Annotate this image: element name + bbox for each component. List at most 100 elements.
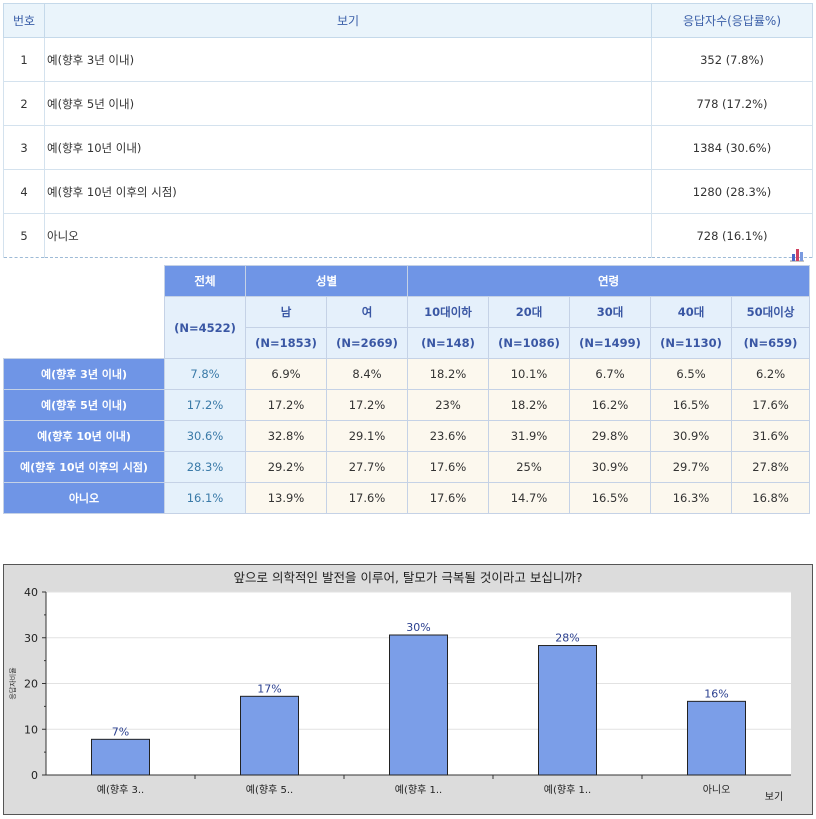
bar-data-label: 16%: [704, 687, 728, 700]
y-tick-label: 20: [24, 678, 38, 691]
row-cell: 6.2%: [731, 358, 811, 390]
y-axis-label: 응답자비율: [8, 667, 17, 700]
row-cell: 16.5%: [650, 389, 733, 421]
row-option: 예(향후 3년 이내): [44, 37, 652, 82]
row-cell: 13.9%: [245, 482, 327, 514]
row-option: 예(향후 10년 이후의 시점): [44, 169, 652, 214]
bar: [91, 738, 150, 776]
table-row: 2 예(향후 5년 이내) 778 (17.2%): [3, 81, 813, 126]
row-label: 아니오: [3, 482, 165, 514]
row-label: 예(향후 3년 이내): [3, 358, 165, 390]
chart-canvas: 앞으로 의학적인 발전을 이루어, 탈모가 극복될 것이라고 보십니까? 0 10 2…: [8, 570, 791, 803]
table-row: 5 아니오 728 (16.1%): [3, 213, 813, 258]
table-row: 예(향후 5년 이내) 17.2% 17.2% 17.2% 23% 18.2% 16.2% 1…: [3, 389, 811, 421]
row-count: 1384 (30.6%): [651, 125, 813, 170]
y-tick-label: 0: [31, 769, 38, 782]
row-cell: 16.8%: [731, 482, 811, 514]
row-cell: 29.8%: [569, 420, 652, 452]
x-tick-label: 아니오: [703, 784, 731, 796]
x-tick-label: 예(향후 5..: [246, 784, 293, 796]
row-cell: 18.2%: [407, 358, 490, 390]
corner-blank: [3, 265, 165, 359]
bar-data-label: 17%: [257, 682, 281, 695]
row-total: 16.1%: [164, 482, 246, 514]
row-number: 2: [3, 81, 45, 126]
row-label: 예(향후 10년 이후의 시점): [3, 451, 165, 483]
header-count: 응답자수(응답률%): [651, 3, 813, 38]
x-tick-label: 예(향후 3..: [97, 784, 144, 796]
age-40s-n: (N=1130): [650, 327, 733, 359]
crosstab-table: 전체 성별 연령 (N=4522) 남 여 10대이하 20대 30대 40대 …: [3, 265, 811, 514]
row-cell: 6.9%: [245, 358, 327, 390]
row-total: 28.3%: [164, 451, 246, 483]
header-female: 여: [325, 296, 409, 328]
row-cell: 16.2%: [569, 389, 652, 421]
header-age-40s: 40대: [650, 296, 733, 328]
row-cell: 17.6%: [325, 482, 409, 514]
header-option: 보기: [44, 3, 652, 38]
chart-title: 앞으로 의학적인 발전을 이루어, 탈모가 극복될 것이라고 보십니까?: [234, 570, 583, 585]
header-age-20s: 20대: [488, 296, 571, 328]
row-cell: 17.6%: [731, 389, 811, 421]
header-age-50s: 50대이상: [731, 296, 811, 328]
row-option: 예(향후 10년 이내): [44, 125, 652, 170]
x-tick-label: 예(향후 1..: [395, 784, 442, 796]
row-cell: 16.5%: [569, 482, 652, 514]
header-age: 연령: [407, 265, 811, 297]
header-age-10s: 10대이하: [407, 296, 490, 328]
header-number: 번호: [3, 3, 45, 38]
bar-data-label: 7%: [112, 725, 129, 738]
row-cell: 18.2%: [488, 389, 571, 421]
row-cell: 29.1%: [325, 420, 409, 452]
row-label: 예(향후 5년 이내): [3, 389, 165, 421]
header-total: 전체: [164, 265, 246, 297]
row-cell: 27.7%: [325, 451, 409, 483]
table-row: 예(향후 10년 이후의 시점) 28.3% 29.2% 27.7% 17.6% 25% 3…: [3, 451, 811, 483]
age-20s-n: (N=1086): [488, 327, 571, 359]
age-30s-n: (N=1499): [569, 327, 652, 359]
total-n: (N=4522): [164, 296, 246, 359]
row-cell: 8.4%: [325, 358, 409, 390]
age-10s-n: (N=148): [407, 327, 490, 359]
bar-data-label: 30%: [406, 621, 430, 634]
row-cell: 23.6%: [407, 420, 490, 452]
row-count: 778 (17.2%): [651, 81, 813, 126]
x-axis-label: 보기: [765, 791, 783, 803]
row-count: 352 (7.8%): [651, 37, 813, 82]
male-n: (N=1853): [245, 327, 327, 359]
table-row: 예(향후 3년 이내) 7.8% 6.9% 8.4% 18.2% 10.1% 6.7% 6.5…: [3, 358, 811, 390]
bar-chart: 앞으로 의학적인 발전을 이루어, 탈모가 극복될 것이라고 보십니까? 0 10 2…: [3, 564, 813, 815]
row-label: 예(향후 10년 이내): [3, 420, 165, 452]
bar: [538, 645, 597, 776]
row-cell: 29.7%: [650, 451, 733, 483]
response-table-header: 번호 보기 응답자수(응답률%): [3, 3, 813, 38]
row-total: 30.6%: [164, 420, 246, 452]
y-tick-label: 40: [24, 586, 38, 599]
row-cell: 31.6%: [731, 420, 811, 452]
row-number: 3: [3, 125, 45, 170]
row-cell: 30.9%: [650, 420, 733, 452]
bar: [389, 634, 448, 776]
table-row: 4 예(향후 10년 이후의 시점) 1280 (28.3%): [3, 169, 813, 214]
table-row: 예(향후 10년 이내) 30.6% 32.8% 29.1% 23.6% 31.9% 29.…: [3, 420, 811, 452]
table-row: 아니오 16.1% 13.9% 17.6% 17.6% 14.7% 16.5% 16.3% 16…: [3, 482, 811, 514]
bar-chart-icon[interactable]: [789, 246, 805, 262]
bar-data-label: 28%: [555, 632, 579, 645]
row-cell: 14.7%: [488, 482, 571, 514]
row-cell: 6.5%: [650, 358, 733, 390]
x-tick-label: 예(향후 1..: [544, 784, 591, 796]
female-n: (N=2669): [325, 327, 409, 359]
y-tick-label: 10: [24, 723, 38, 736]
row-number: 1: [3, 37, 45, 82]
row-number: 4: [3, 169, 45, 214]
row-cell: 30.9%: [569, 451, 652, 483]
header-male: 남: [245, 296, 327, 328]
row-cell: 16.3%: [650, 482, 733, 514]
y-tick-label: 30: [24, 632, 38, 645]
row-total: 17.2%: [164, 389, 246, 421]
table-row: 1 예(향후 3년 이내) 352 (7.8%): [3, 37, 813, 82]
header-gender: 성별: [244, 265, 409, 297]
row-option: 예(향후 5년 이내): [44, 81, 652, 126]
row-cell: 23%: [407, 389, 490, 421]
row-cell: 27.8%: [731, 451, 811, 483]
